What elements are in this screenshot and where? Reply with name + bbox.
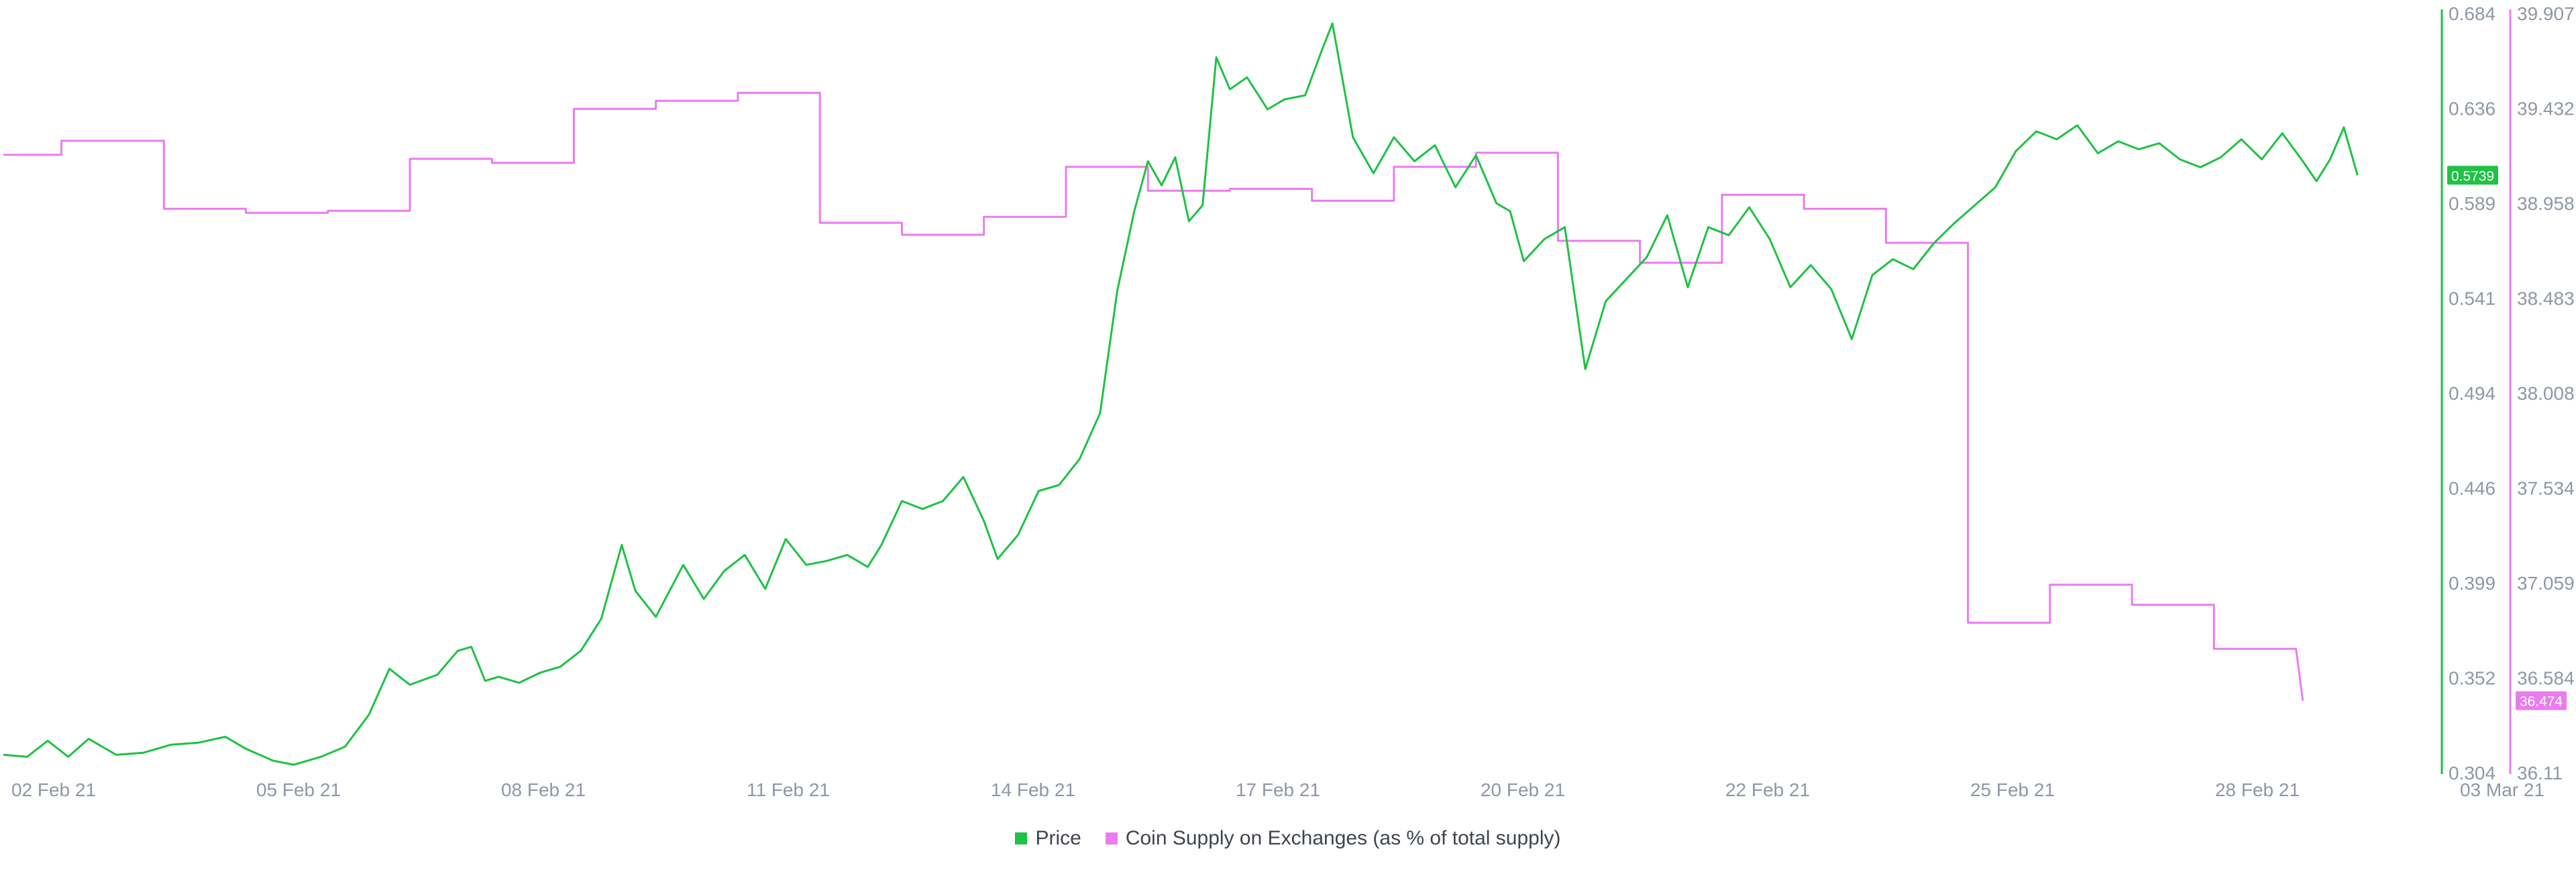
series-line	[3, 22, 2359, 766]
current-value-label: 36.474	[2520, 694, 2563, 710]
x-tick-label: 03 Mar 21	[2460, 779, 2544, 800]
y-tick-label: 38.483	[2517, 288, 2575, 309]
y-tick-label: 0.352	[2449, 668, 2496, 689]
x-tick-label: 25 Feb 21	[1970, 779, 2055, 800]
y-tick-label: 39.432	[2517, 99, 2575, 119]
x-tick-label: 08 Feb 21	[501, 779, 586, 800]
y-tick-label: 38.008	[2517, 383, 2575, 404]
x-tick-label: 14 Feb 21	[991, 779, 1075, 800]
y-tick-label: 36.11	[2517, 763, 2563, 783]
current-value-badge	[2516, 691, 2567, 710]
x-tick-label: 11 Feb 21	[747, 779, 830, 800]
y-tick-label: 36.584	[2517, 668, 2575, 689]
current-value-label: 0.5739	[2451, 168, 2494, 184]
y-tick-label: 0.304	[2449, 763, 2496, 783]
price-axis: 0.684 0.636 0.589 0.541 0.494 0.446 0.399 0.352…	[2440, 3, 2498, 783]
y-tick-label: 37.059	[2517, 573, 2575, 594]
y-tick-label: 0.541	[2449, 288, 2496, 309]
y-tick-label: 0.399	[2449, 573, 2496, 594]
y-tick-label: 0.494	[2449, 383, 2496, 404]
legend: Price Coin Supply on Exchanges (as % of …	[0, 824, 2576, 853]
y-tick-label: 38.958	[2517, 193, 2575, 214]
current-value-badge	[2447, 166, 2498, 185]
legend-item-supply[interactable]: Coin Supply on Exchanges (as % of total …	[1105, 827, 1561, 850]
y-tick-label: 39.907	[2517, 3, 2575, 24]
supply-series	[3, 91, 2304, 701]
x-tick-label: 05 Feb 21	[256, 779, 341, 800]
x-tick-label: 28 Feb 21	[2215, 779, 2300, 800]
supply-axis: 39.907 39.432 38.958 38.483 38.008 37.534 37.0…	[2509, 3, 2575, 783]
x-axis-ticks: 02 Feb 21 05 Feb 21 08 Feb 21 11 Feb 21 14 F…	[11, 779, 2544, 800]
y-tick-label: 0.684	[2449, 3, 2496, 24]
price-swatch	[1015, 832, 1028, 844]
series-line	[3, 91, 2304, 701]
y-tick-label: 0.589	[2449, 193, 2496, 214]
x-tick-label: 22 Feb 21	[1725, 779, 1810, 800]
y-tick-label: 0.636	[2449, 99, 2496, 119]
legend-label-price: Price	[1035, 827, 1081, 849]
legend-item-price[interactable]: Price	[1015, 827, 1081, 850]
x-tick-label: 02 Feb 21	[11, 779, 96, 800]
x-tick-label: 17 Feb 21	[1236, 779, 1320, 800]
y-tick-label: 0.446	[2449, 478, 2496, 499]
x-tick-label: 20 Feb 21	[1481, 779, 1565, 800]
legend-label-supply: Coin Supply on Exchanges (as % of total …	[1125, 827, 1561, 849]
supply-swatch	[1105, 832, 1118, 844]
price-series	[3, 22, 2359, 766]
y-tick-label: 37.534	[2517, 478, 2575, 499]
